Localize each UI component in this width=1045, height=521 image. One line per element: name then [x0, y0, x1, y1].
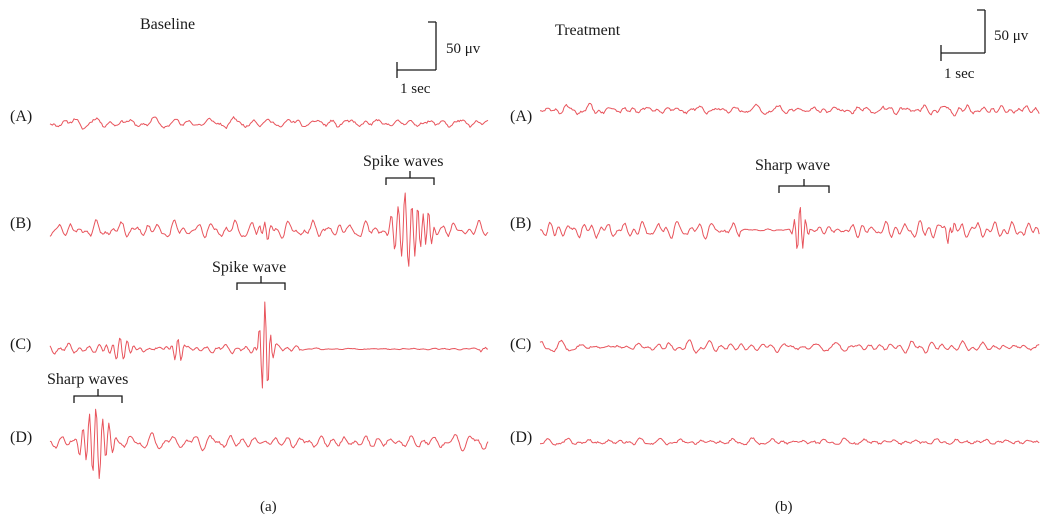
panel-b-row-label-c: (C)	[510, 336, 531, 353]
panel-a-caption: (a)	[260, 499, 277, 515]
panel-a-scalebar-time: 1 sec	[400, 81, 431, 97]
panel-b-annotation-sharp-wave-label: Sharp wave	[755, 157, 830, 174]
panel-a-row-label-c: (C)	[10, 336, 31, 353]
panel-a-trace-b	[49, 192, 489, 267]
panel-b-caption: (b)	[775, 499, 793, 515]
panel-b-trace-b	[539, 207, 1040, 249]
panel-a-annotation-spike-waves: Spike waves	[363, 153, 443, 185]
panel-a-annotation-spike-wave-label: Spike wave	[212, 259, 286, 276]
panel-b-row-label-b: (B)	[510, 215, 531, 232]
panel-a-row-label-d: (D)	[10, 429, 32, 446]
panel-b-trace-c	[539, 339, 1040, 354]
panel-b-scalebar: 50 μv 1 sec	[940, 9, 1029, 82]
panel-a-scalebar-lines	[396, 21, 437, 78]
panel-a-trace-a	[49, 116, 489, 130]
panel-b-title: Treatment	[555, 22, 621, 39]
panel-b-annotation-sharp-wave: Sharp wave	[755, 157, 830, 193]
panel-b-row-label-d: (D)	[510, 429, 532, 446]
panel-b: Treatment 50 μv 1 sec (A) (B) (C) (D) Sh…	[510, 9, 1040, 515]
panel-b-scalebar-lines	[940, 9, 986, 61]
panel-b-scalebar-time: 1 sec	[944, 66, 975, 82]
panel-a: Baseline 50 μv 1 sec (A) (B) (C) (D) Spi…	[10, 16, 489, 515]
panel-a-annotation-spike-wave: Spike wave	[212, 259, 286, 290]
panel-b-annotation-sharp-wave-bracket	[778, 179, 830, 193]
panel-a-row-label-a: (A)	[10, 108, 32, 125]
panel-a-annotation-sharp-waves: Sharp waves	[47, 371, 128, 403]
panel-a-annotation-sharp-waves-label: Sharp waves	[47, 371, 128, 388]
panel-b-scalebar-amplitude: 50 μv	[994, 28, 1029, 44]
panel-a-trace-c	[49, 301, 489, 389]
panel-a-annotation-spike-wave-bracket	[236, 276, 286, 290]
panel-a-trace-d	[49, 408, 489, 479]
panel-b-trace-d	[539, 437, 1040, 446]
panel-a-annotation-spike-waves-label: Spike waves	[363, 153, 443, 170]
panel-b-row-label-a: (A)	[510, 108, 532, 125]
panel-b-trace-a	[540, 102, 1040, 117]
panel-a-title: Baseline	[140, 16, 195, 33]
panel-a-annotation-spike-waves-bracket	[385, 171, 435, 185]
panel-a-scalebar-amplitude: 50 μv	[446, 41, 481, 57]
panel-a-row-label-b: (B)	[10, 215, 31, 232]
panel-a-scalebar: 50 μv 1 sec	[396, 21, 481, 97]
panel-a-annotation-sharp-waves-bracket	[73, 389, 123, 403]
